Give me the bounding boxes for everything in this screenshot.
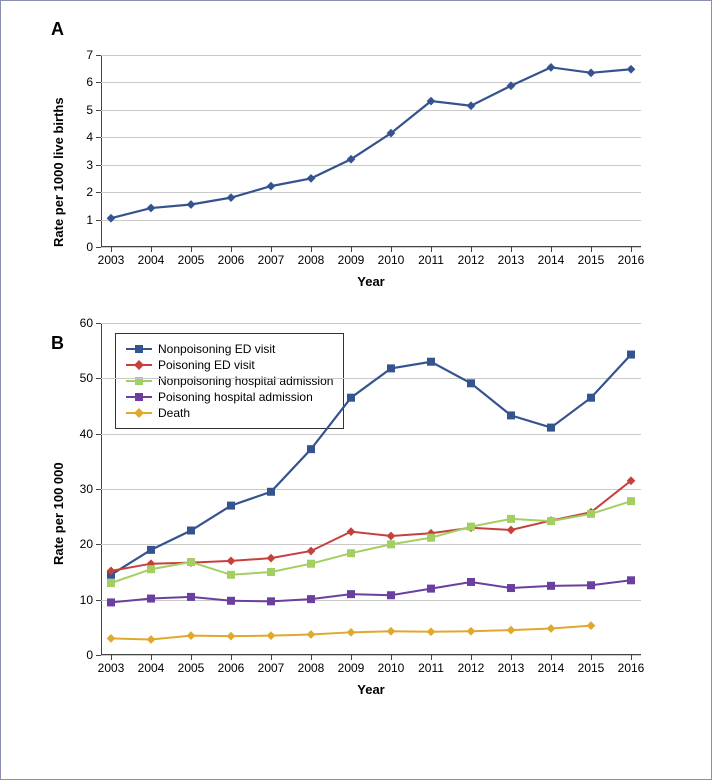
series-marker-nonpoison_ed (387, 364, 395, 372)
series-marker-nonpoison_ed (427, 358, 435, 366)
series-marker-nonpoison_ed (347, 394, 355, 402)
series-marker-nonpoison_hosp (547, 517, 555, 525)
chart-b-plot: Nonpoisoning ED visitPoisoning ED visitN… (101, 323, 641, 655)
panel-b-label: B (51, 333, 64, 354)
series-marker-nonpoison_hosp (507, 515, 515, 523)
series-marker-death (547, 624, 556, 633)
series-marker-nonpoison_ed (507, 411, 515, 419)
series-marker-nonpoison_ed (547, 424, 555, 432)
series-marker-nas (187, 200, 196, 209)
series-marker-death (587, 621, 596, 630)
plot-svg (101, 323, 641, 655)
series-marker-nonpoison_ed (147, 546, 155, 554)
series-marker-death (147, 635, 156, 644)
series-marker-nas (627, 65, 636, 74)
series-marker-poison_ed (347, 527, 356, 536)
chart-a-ylabel: Rate per 1000 live births (51, 97, 66, 247)
series-marker-death (107, 634, 116, 643)
series-marker-nonpoison_hosp (387, 540, 395, 548)
series-marker-nas (147, 204, 156, 213)
series-marker-poison_hosp (107, 598, 115, 606)
series-marker-poison_ed (307, 547, 316, 556)
series-marker-poison_hosp (227, 597, 235, 605)
series-marker-nas (507, 81, 516, 90)
series-marker-poison_hosp (507, 584, 515, 592)
series-marker-poison_ed (507, 526, 516, 535)
series-marker-death (387, 627, 396, 636)
series-marker-nonpoison_ed (307, 445, 315, 453)
series-marker-death (427, 627, 436, 636)
series-marker-nonpoison_ed (187, 527, 195, 535)
series-marker-death (187, 631, 196, 640)
series-marker-death (307, 630, 316, 639)
chart-b-xlabel: Year (357, 682, 384, 697)
series-marker-nonpoison_hosp (147, 565, 155, 573)
series-marker-nonpoison_ed (467, 379, 475, 387)
series-marker-death (267, 631, 276, 640)
plot-svg (101, 55, 641, 247)
series-marker-nas (267, 182, 276, 191)
series-marker-poison_hosp (627, 576, 635, 584)
chart-a-plot: 0123456720032004200520062007200820092010… (101, 55, 641, 247)
series-marker-nas (227, 193, 236, 202)
series-marker-nonpoison_hosp (427, 534, 435, 542)
series-line-poison_ed (111, 481, 631, 571)
series-line-nas (111, 67, 631, 218)
series-marker-nonpoison_hosp (107, 579, 115, 587)
series-marker-poison_hosp (307, 595, 315, 603)
series-marker-nonpoison_ed (227, 502, 235, 510)
chart-a: Rate per 1000 live births 01234567200320… (91, 47, 651, 287)
series-marker-death (227, 632, 236, 641)
series-marker-nas (587, 68, 596, 77)
series-marker-nonpoison_ed (267, 488, 275, 496)
series-marker-poison_hosp (267, 597, 275, 605)
series-marker-nonpoison_hosp (627, 497, 635, 505)
series-marker-death (467, 627, 476, 636)
series-marker-poison_ed (267, 554, 276, 563)
series-marker-poison_hosp (587, 581, 595, 589)
chart-b-ylabel: Rate per 100 000 (51, 462, 66, 565)
series-marker-poison_hosp (427, 585, 435, 593)
series-marker-poison_hosp (547, 582, 555, 590)
series-marker-nonpoison_ed (587, 394, 595, 402)
series-marker-nonpoison_hosp (347, 549, 355, 557)
series-marker-poison_hosp (467, 578, 475, 586)
chart-a-xlabel: Year (357, 274, 384, 289)
chart-b: Rate per 100 000 Nonpoisoning ED visitPo… (91, 315, 651, 695)
series-marker-nonpoison_hosp (267, 568, 275, 576)
series-marker-nonpoison_hosp (467, 523, 475, 531)
series-marker-death (347, 628, 356, 637)
series-marker-nas (107, 214, 116, 223)
series-marker-poison_hosp (387, 591, 395, 599)
series-marker-nonpoison_ed (627, 351, 635, 359)
series-marker-poison_ed (227, 557, 236, 566)
series-marker-poison_hosp (347, 590, 355, 598)
series-marker-nonpoison_hosp (227, 571, 235, 579)
series-marker-nonpoison_hosp (187, 558, 195, 566)
series-marker-poison_hosp (147, 595, 155, 603)
series-marker-poison_hosp (187, 593, 195, 601)
series-marker-nas (467, 101, 476, 110)
figure-page: A Rate per 1000 live births 012345672003… (0, 0, 712, 780)
series-marker-nonpoison_hosp (307, 560, 315, 568)
series-marker-nonpoison_hosp (587, 510, 595, 518)
series-marker-death (507, 626, 516, 635)
series-marker-nas (547, 63, 556, 72)
series-marker-nas (307, 174, 316, 183)
panel-a-label: A (51, 19, 64, 40)
series-marker-poison_ed (387, 532, 396, 541)
series-line-nonpoison_hosp (111, 501, 631, 583)
series-line-nonpoison_ed (111, 355, 631, 575)
